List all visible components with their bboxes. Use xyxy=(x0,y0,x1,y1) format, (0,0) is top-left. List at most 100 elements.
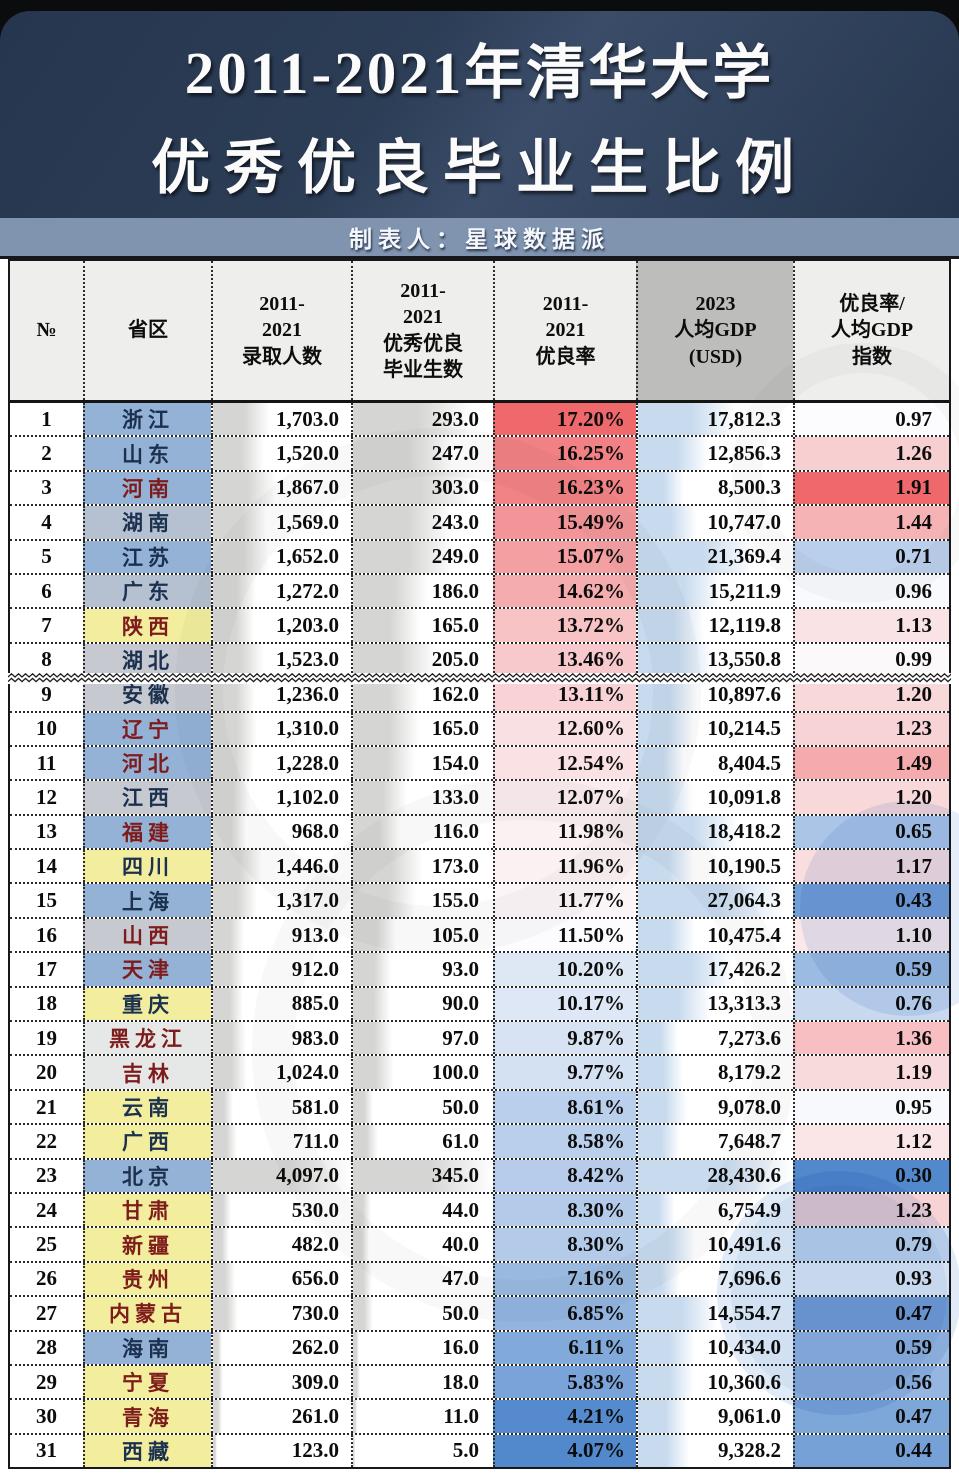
cell-gdp-value: 8,179.2 xyxy=(718,1060,781,1085)
cell-index-value: 1.17 xyxy=(895,853,932,878)
data-bar xyxy=(638,1331,695,1364)
data-bar xyxy=(213,643,265,677)
cell-province-value: 宁夏 xyxy=(122,1371,174,1396)
cell-index: 0.97 xyxy=(793,403,949,436)
cell-index-value: 1.36 xyxy=(895,1025,932,1050)
cell-index-value: 1.91 xyxy=(895,475,932,500)
cell-rank: 28 xyxy=(10,1332,83,1364)
cell-rate: 8.61% xyxy=(493,1090,636,1124)
cell-rate-value: 9.77% xyxy=(567,1060,625,1085)
cell-index-value: 0.47 xyxy=(895,1404,932,1429)
top-border-strip xyxy=(0,0,959,11)
cell-admitted-value: 1,310.0 xyxy=(276,716,339,741)
cell-rate-value: 6.11% xyxy=(568,1335,625,1360)
cell-graduates-value: 205.0 xyxy=(431,647,479,672)
cell-gdp: 10,091.8 xyxy=(636,781,793,814)
cell-province: 湖南 xyxy=(83,506,211,539)
cell-graduates-value: 105.0 xyxy=(431,922,479,947)
cell-rate: 10.20% xyxy=(493,953,636,986)
cell-gdp-value: 7,273.6 xyxy=(718,1025,781,1050)
cell-gdp-value: 28,430.6 xyxy=(707,1163,782,1188)
cell-gdp-value: 7,648.7 xyxy=(718,1128,781,1153)
cell-rate: 6.85% xyxy=(493,1297,636,1330)
cell-index-value: 0.56 xyxy=(895,1369,932,1394)
cell-index: 1.91 xyxy=(793,471,949,505)
cell-gdp: 10,434.0 xyxy=(636,1331,793,1364)
table-header: № 省区 2011- 2021 录取人数 2011- 2021 优秀优良 毕业生… xyxy=(10,261,949,403)
cell-graduates-value: 243.0 xyxy=(431,509,479,534)
cell-rank: 4 xyxy=(10,506,83,538)
cell-rank-value: 7 xyxy=(41,613,52,638)
data-bar xyxy=(213,1090,233,1124)
cell-gdp: 9,061.0 xyxy=(636,1400,793,1433)
cell-graduates: 40.0 xyxy=(351,1228,493,1261)
cell-rank-value: 26 xyxy=(36,1266,57,1291)
table-row: 11 河北 1,228.0 154.0 12.54% 8,404.5 1.49 xyxy=(10,746,949,782)
data-bar xyxy=(638,1400,688,1433)
cell-admitted-value: 530.0 xyxy=(291,1197,339,1222)
cell-rank: 15 xyxy=(10,884,83,916)
cell-gdp-value: 8,404.5 xyxy=(718,750,781,775)
cell-province-value: 云南 xyxy=(122,1096,174,1120)
cell-rate-value: 8.61% xyxy=(567,1094,625,1119)
cell-index: 0.30 xyxy=(793,1159,949,1192)
cell-rate: 4.07% xyxy=(493,1434,636,1468)
cell-province-value: 四川 xyxy=(122,855,174,880)
cell-admitted-value: 482.0 xyxy=(291,1232,339,1257)
table-row: 30 青海 261.0 11.0 4.21% 9,061.0 0.47 xyxy=(10,1400,949,1435)
cell-admitted-value: 912.0 xyxy=(291,956,339,981)
cell-admitted: 968.0 xyxy=(211,815,351,849)
cell-province: 新疆 xyxy=(83,1228,211,1261)
data-bar xyxy=(353,1022,393,1055)
cell-graduates-value: 44.0 xyxy=(442,1197,479,1222)
cell-rank-value: 24 xyxy=(36,1197,57,1222)
cell-rate-value: 7.16% xyxy=(567,1266,625,1291)
cell-rank: 2 xyxy=(10,437,83,469)
cell-province-value: 浙江 xyxy=(122,408,174,433)
data-bar xyxy=(638,1125,680,1158)
cell-province-value: 山东 xyxy=(122,442,174,467)
cell-gdp: 9,328.2 xyxy=(636,1434,793,1468)
cell-graduates-value: 61.0 xyxy=(442,1128,479,1153)
cell-rank: 24 xyxy=(10,1194,83,1226)
cell-rank-value: 25 xyxy=(36,1232,57,1257)
data-bar xyxy=(638,781,694,814)
cell-gdp-value: 14,554.7 xyxy=(707,1300,782,1325)
table-row: 21 云南 581.0 50.0 8.61% 9,078.0 0.95 xyxy=(10,1090,949,1126)
cell-province-value: 新疆 xyxy=(122,1233,174,1258)
cell-index-value: 1.13 xyxy=(895,613,932,638)
cell-index-value: 0.44 xyxy=(895,1438,932,1463)
cell-graduates-value: 47.0 xyxy=(442,1266,479,1291)
data-bar xyxy=(353,712,420,745)
data-bar xyxy=(353,1400,358,1433)
cell-admitted-value: 1,272.0 xyxy=(276,578,339,603)
cell-rate: 9.87% xyxy=(493,1022,636,1055)
cell-rate-value: 10.20% xyxy=(556,956,625,981)
cell-graduates-value: 11.0 xyxy=(443,1404,479,1429)
cell-gdp: 17,426.2 xyxy=(636,953,793,986)
cell-rate-value: 11.50% xyxy=(557,922,625,947)
cell-index: 0.56 xyxy=(793,1365,949,1399)
cell-rate: 15.49% xyxy=(493,506,636,539)
cell-admitted-value: 730.0 xyxy=(291,1300,339,1325)
data-bar xyxy=(213,781,251,814)
cell-rate: 8.58% xyxy=(493,1125,636,1158)
cell-index: 1.10 xyxy=(793,918,949,952)
cell-index: 0.59 xyxy=(793,953,949,986)
cell-province-value: 甘肃 xyxy=(122,1199,174,1224)
cell-rate: 7.16% xyxy=(493,1262,636,1296)
table-row: 2 山东 1,520.0 247.0 16.25% 12,856.3 1.26 xyxy=(10,437,949,472)
cell-rank-value: 3 xyxy=(41,475,52,500)
cell-graduates-value: 97.0 xyxy=(442,1025,479,1050)
data-bar xyxy=(213,1365,224,1399)
cell-graduates-value: 165.0 xyxy=(431,613,479,638)
data-bar xyxy=(213,609,254,642)
zigzag-line xyxy=(8,672,951,678)
data-bar xyxy=(213,987,243,1021)
cell-gdp: 8,404.5 xyxy=(636,746,793,780)
cell-index: 0.99 xyxy=(793,643,949,677)
cell-rank-value: 13 xyxy=(36,819,57,844)
cell-gdp: 28,430.6 xyxy=(636,1159,793,1192)
cell-province-value: 北京 xyxy=(122,1164,174,1189)
cell-graduates: 105.0 xyxy=(351,918,493,952)
